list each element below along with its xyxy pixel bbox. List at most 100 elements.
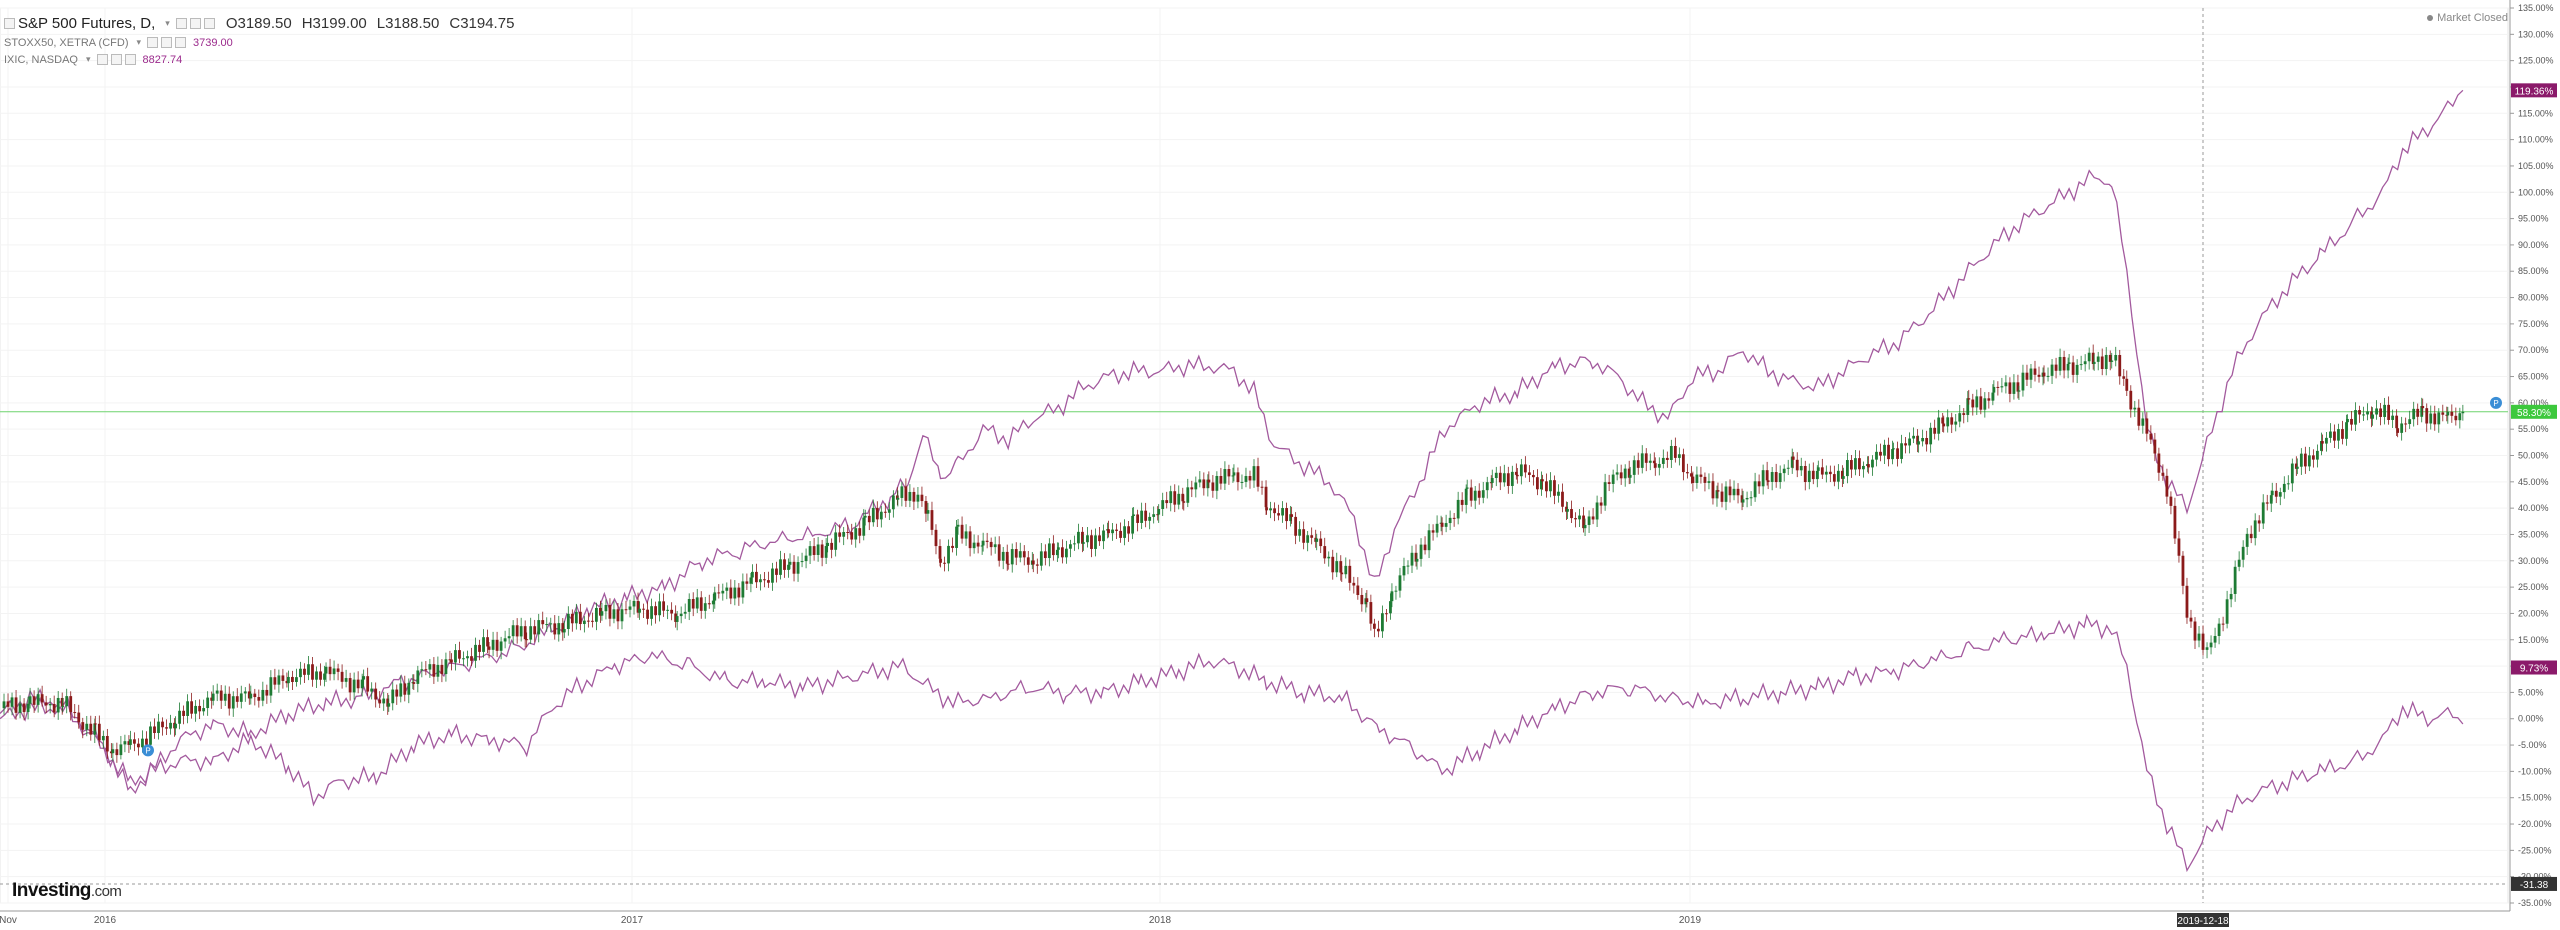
candle-body — [1423, 544, 1427, 551]
y-tick-label: 135.00% — [2518, 3, 2554, 13]
y-tick-label: -35.00% — [2518, 898, 2552, 908]
candle-body — [403, 683, 407, 695]
candle-body — [111, 749, 115, 754]
candle-body — [1148, 516, 1152, 521]
y-tick-label: 105.00% — [2518, 161, 2554, 171]
candle-body — [1514, 471, 1518, 475]
candle-body — [2358, 410, 2361, 415]
candle-body — [1661, 457, 1665, 464]
candle-body — [972, 542, 976, 549]
candle-body — [211, 693, 215, 701]
candle-body — [206, 697, 210, 709]
legend-stoxx-symbol[interactable]: STOXX50, XETRA (CFD) — [4, 36, 129, 49]
y-tick-label: 50.00% — [2518, 451, 2549, 461]
candle-body — [1215, 475, 1219, 491]
candle-body — [1376, 628, 1380, 632]
candle-body — [73, 712, 77, 714]
candle-body — [1527, 472, 1531, 475]
candle-body — [2145, 418, 2149, 434]
price-label-text: 119.36% — [2515, 86, 2554, 97]
candle-body — [1202, 479, 1206, 489]
y-tick-label: 75.00% — [2518, 319, 2549, 329]
candle-body — [2362, 414, 2365, 416]
legend-main-symbol[interactable]: S&P 500 Futures, D, — [18, 14, 156, 32]
candle-body — [210, 697, 214, 701]
chevron-down-icon[interactable]: ▾ — [136, 37, 142, 47]
candle-body — [145, 738, 148, 745]
candle-body — [1498, 472, 1502, 483]
candle-body — [699, 597, 703, 611]
candle-body — [2400, 423, 2404, 433]
candle-body — [1077, 531, 1080, 544]
candle-body — [2404, 423, 2408, 425]
hide-icon[interactable] — [189, 17, 201, 29]
settings-icon[interactable] — [147, 37, 159, 48]
candle-body — [1975, 396, 1979, 408]
candle-body — [399, 683, 403, 697]
candle-body — [980, 545, 984, 547]
chevron-down-icon[interactable]: ▾ — [85, 54, 91, 64]
candle-body — [1681, 454, 1685, 473]
candle-body — [854, 528, 858, 540]
candle-body — [570, 613, 574, 624]
candle-body — [1619, 472, 1623, 479]
candle-body — [582, 620, 586, 625]
candle-body — [281, 675, 285, 681]
candle-body — [1131, 515, 1135, 534]
candle-body — [562, 629, 566, 633]
candle-body — [1065, 548, 1068, 558]
candle-body — [2315, 450, 2319, 460]
candle-body — [675, 616, 679, 622]
y-tick-label: -30.00% — [2518, 872, 2552, 882]
candle-body — [391, 689, 395, 704]
candle-series — [2, 344, 2465, 763]
candle-body — [178, 710, 181, 724]
y-tick-label: 95.00% — [2518, 214, 2549, 224]
candle-body — [93, 723, 97, 735]
candle-body — [2433, 413, 2437, 425]
legend-close: C3194.75 — [449, 14, 515, 32]
candle-body — [1315, 538, 1319, 542]
price-label-bg — [2511, 876, 2557, 891]
candle-body — [707, 603, 711, 605]
close-icon[interactable] — [124, 54, 136, 65]
candle-body — [1867, 464, 1870, 468]
candle-body — [523, 626, 527, 640]
candle-body — [109, 751, 113, 754]
candle-body — [1473, 490, 1477, 501]
candle-body — [2, 701, 6, 709]
candle-body — [52, 703, 56, 713]
hide-icon[interactable] — [161, 37, 173, 48]
candle-body — [1587, 516, 1591, 525]
candle-body — [291, 676, 294, 682]
close-icon[interactable] — [175, 37, 187, 48]
candle-body — [1335, 561, 1339, 573]
candle-body — [759, 579, 762, 583]
collapse-icon[interactable] — [4, 17, 15, 29]
y-tick-label: 115.00% — [2518, 108, 2553, 118]
candle-body — [1591, 516, 1595, 520]
legend-ixic-symbol[interactable]: IXIC, NASDAQ — [4, 53, 78, 66]
y-tick-label: -20.00% — [2518, 819, 2552, 829]
close-icon[interactable] — [203, 17, 215, 29]
candle-body — [1728, 486, 1732, 496]
candle-body — [1427, 530, 1431, 551]
settings-icon[interactable] — [175, 17, 187, 29]
candle-body — [2321, 441, 2324, 444]
hide-icon[interactable] — [110, 54, 122, 65]
candle-body — [1896, 448, 1899, 459]
y-tick-label: 30.00% — [2518, 556, 2549, 566]
candle-body — [871, 507, 875, 523]
crosshair-date-label: 2019-12-18 — [2177, 913, 2229, 927]
candle-body — [1803, 465, 1807, 483]
chevron-down-icon[interactable]: ▾ — [165, 17, 170, 28]
candle-body — [1035, 564, 1039, 566]
candle-body — [2341, 429, 2344, 439]
candle-body — [515, 625, 519, 637]
candle-body — [1545, 481, 1548, 492]
settings-icon[interactable] — [96, 54, 108, 65]
candle-body — [1570, 509, 1573, 519]
candle-body — [566, 613, 570, 630]
candle-body — [2197, 633, 2201, 641]
